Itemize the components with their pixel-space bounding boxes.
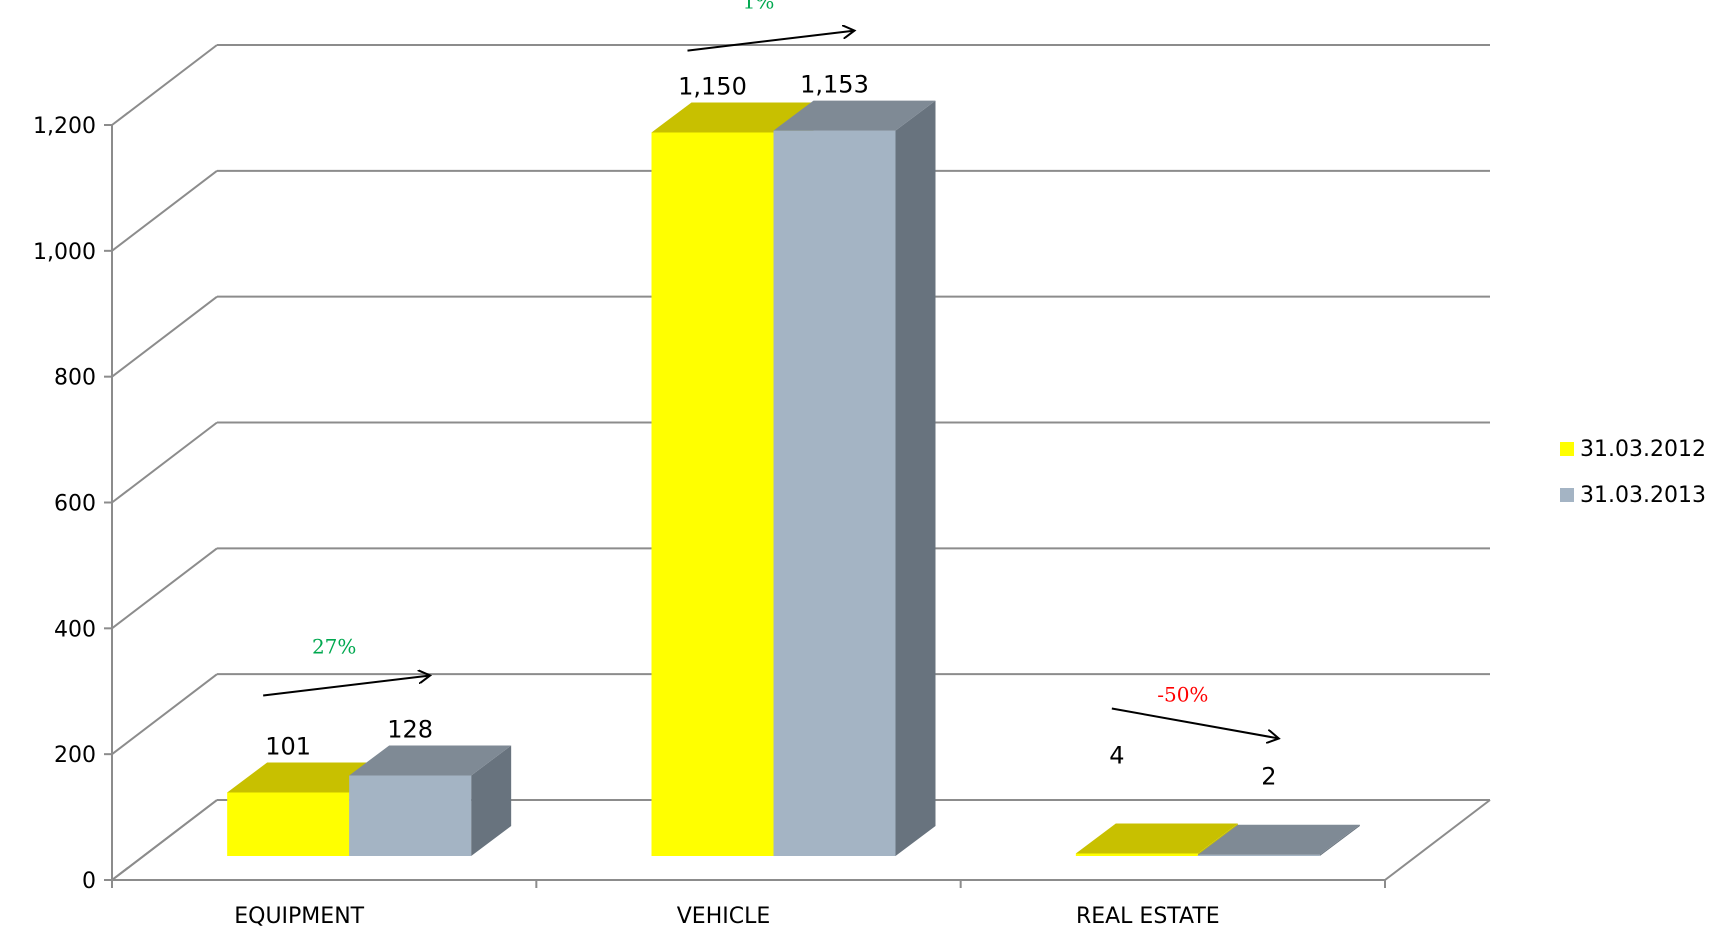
data-labels: 101 128 1,150 1,153 4 2 EQUIPMENT VEHICLE REAL E… (234, 71, 1276, 929)
bars (227, 100, 1360, 857)
data-label: 101 (265, 732, 311, 760)
y-tick-label: 1,000 (33, 240, 96, 265)
y-tick-label: 800 (54, 366, 96, 391)
data-label: 4 (1109, 741, 1124, 769)
bar-side (1319, 824, 1360, 856)
y-tick-label: 600 (54, 492, 96, 517)
data-label: 2 (1261, 763, 1276, 791)
gridline-diagonal (111, 547, 218, 630)
y-axis: 0 200 400 600 800 1,000 1,200 (33, 114, 1386, 894)
bar-top (1197, 824, 1360, 855)
category-label: EQUIPMENT (234, 904, 364, 929)
bar-top (773, 100, 936, 131)
bar-top (1075, 823, 1238, 854)
gridline-diagonal (111, 421, 218, 504)
change-arrow (263, 675, 430, 697)
change-label: 27% (312, 634, 356, 658)
change-arrow (687, 31, 855, 52)
change-label: -50% (1157, 682, 1208, 706)
change-annotations: 27% 1% -50% (263, 0, 1279, 738)
data-label: 128 (387, 715, 433, 743)
y-tick-label: 1,200 (33, 114, 96, 139)
legend: 31.03.2012 31.03.2013 (1560, 437, 1706, 508)
gridline-diagonal (111, 673, 218, 755)
bar-side (895, 100, 936, 857)
bar (651, 132, 774, 857)
bar (349, 775, 472, 856)
gridline-diagonal (111, 44, 218, 126)
floor-right-edge (1384, 799, 1491, 881)
category-label: VEHICLE (677, 904, 771, 929)
legend-label: 31.03.2012 (1580, 437, 1706, 462)
gridline-diagonal (111, 170, 218, 252)
y-tick-label: 0 (82, 869, 96, 894)
floor-left-edge (111, 799, 218, 881)
gridline-diagonal (111, 295, 218, 378)
bar-top (651, 102, 814, 133)
y-tick-label: 400 (54, 617, 96, 642)
y-tick-label: 200 (54, 743, 96, 768)
category-label: REAL ESTATE (1076, 904, 1220, 929)
change-arrow (1111, 707, 1279, 738)
data-label: 1,150 (678, 72, 747, 100)
bar (773, 130, 896, 857)
bar-side (471, 745, 512, 856)
legend-swatch (1560, 442, 1574, 456)
bar (1075, 853, 1198, 856)
bar (1197, 854, 1320, 856)
bar-top (349, 745, 512, 776)
bar (227, 792, 350, 856)
change-label: 1% (743, 0, 775, 14)
data-label: 1,153 (800, 71, 869, 99)
bar-top (227, 762, 390, 793)
legend-label: 31.03.2013 (1580, 483, 1706, 508)
legend-swatch (1560, 488, 1574, 502)
